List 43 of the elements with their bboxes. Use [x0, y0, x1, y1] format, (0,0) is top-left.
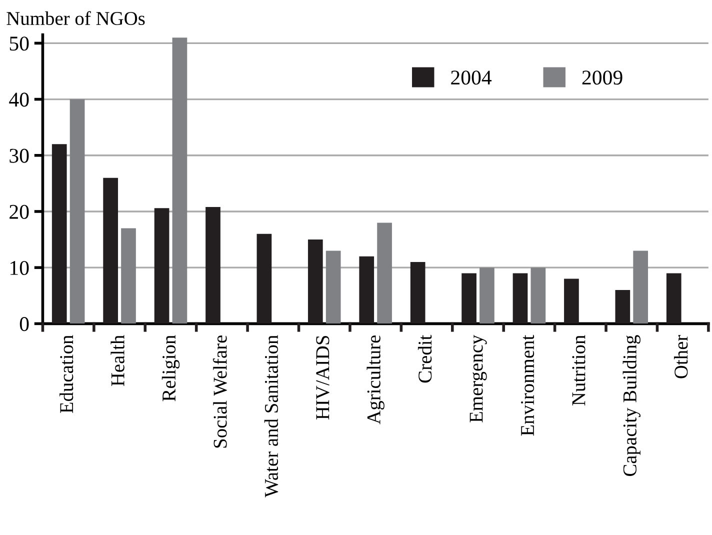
x-tick-label: Capacity Building	[622, 335, 640, 476]
bar	[172, 38, 188, 324]
bar	[121, 228, 136, 324]
bar	[530, 268, 546, 324]
x-tick-label: HIV/AIDS	[316, 336, 330, 420]
x-tick-label: Education	[60, 335, 74, 414]
bar	[154, 208, 170, 324]
bar	[615, 290, 630, 324]
bar	[633, 250, 648, 324]
bar	[256, 234, 272, 324]
x-tick-label: Credit	[418, 334, 432, 383]
bar	[410, 262, 426, 324]
bar	[666, 273, 682, 324]
x-tick-label: Religion	[162, 335, 180, 402]
y-tick-label: 30	[10, 148, 29, 163]
bar	[480, 268, 494, 324]
bar	[326, 250, 341, 324]
legend-label: 2009	[582, 70, 622, 85]
x-tick-label: Emergency	[470, 334, 487, 422]
bar	[512, 273, 528, 324]
y-tick-label: 50	[10, 36, 29, 51]
bar	[52, 144, 67, 324]
x-tick-label: Health	[110, 335, 124, 386]
x-tick-label: Environment	[521, 334, 534, 436]
y-tick-label: 20	[10, 204, 29, 219]
bar	[103, 178, 118, 324]
bar	[308, 240, 323, 324]
bar	[359, 256, 374, 324]
bar	[564, 278, 579, 324]
x-tick-label: Nutrition	[572, 335, 586, 406]
bar	[462, 273, 476, 324]
x-tick-label: Social Welfare	[212, 335, 227, 448]
y-tick-label: 0	[20, 317, 29, 332]
y-tick-label: 40	[9, 92, 29, 107]
y-tick-label: 10	[10, 260, 29, 276]
y-axis-title: Number of NGOs	[6, 11, 145, 26]
bar	[377, 222, 392, 324]
x-tick-label: Agriculture	[366, 335, 384, 424]
bar	[206, 206, 220, 324]
bar	[70, 99, 85, 324]
x-tick-label: Other	[674, 334, 688, 378]
x-tick-label: Water and Sanitation	[264, 335, 278, 498]
legend-label: 2004	[451, 70, 492, 85]
